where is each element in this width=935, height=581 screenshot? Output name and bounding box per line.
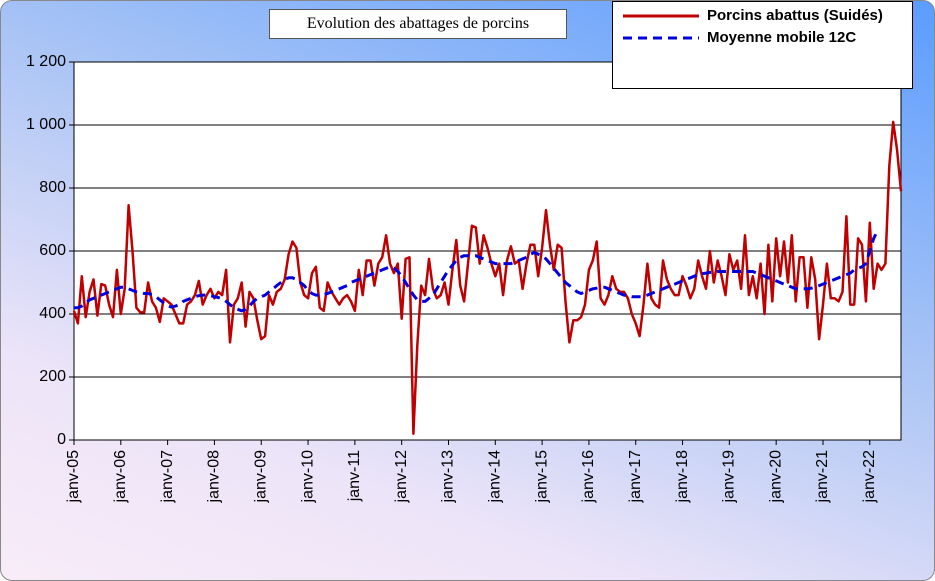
x-tick-label: janv-16 xyxy=(580,450,597,504)
x-tick-label: janv-07 xyxy=(159,450,176,504)
series-line xyxy=(74,229,879,313)
legend: Porcins abattus (Suidés) Moyenne mobile 1… xyxy=(612,1,913,89)
x-tick-label: janv-14 xyxy=(487,450,504,504)
x-tick-label: janv-21 xyxy=(814,450,831,504)
legend-swatch xyxy=(623,14,699,18)
x-tick-label: janv-15 xyxy=(533,450,550,504)
x-tick-label: janv-22 xyxy=(861,450,878,504)
legend-label: Porcins abattus (Suidés) xyxy=(707,7,883,24)
x-tick-label: janv-12 xyxy=(393,450,410,504)
y-tick-label: 0 xyxy=(57,431,66,448)
chart-title: Evolution des abattages de porcins xyxy=(269,9,567,39)
y-tick-label: 1 000 xyxy=(26,116,66,133)
x-tick-label: janv-05 xyxy=(65,450,82,504)
x-tick-label: janv-10 xyxy=(299,450,316,504)
y-tick-label: 400 xyxy=(39,305,66,322)
x-tick-label: janv-19 xyxy=(721,450,738,504)
legend-item: Moyenne mobile 12C xyxy=(621,30,912,46)
series-line xyxy=(72,120,903,435)
x-tick-label: janv-09 xyxy=(252,450,269,504)
y-tick-label: 600 xyxy=(39,242,66,259)
x-tick-label: janv-13 xyxy=(440,450,457,504)
x-tick-label: janv-08 xyxy=(206,450,223,504)
legend-label: Moyenne mobile 12C xyxy=(707,29,857,46)
legend-swatch xyxy=(623,36,699,40)
x-tick-label: janv-17 xyxy=(627,450,644,504)
y-tick-label: 1 200 xyxy=(26,53,66,70)
x-tick-label: janv-20 xyxy=(767,450,784,504)
y-tick-label: 800 xyxy=(39,179,66,196)
y-tick-label: 200 xyxy=(39,368,66,385)
x-tick-label: janv-18 xyxy=(674,450,691,504)
legend-item: Porcins abattus (Suidés) xyxy=(621,8,912,24)
x-tick-label: janv-06 xyxy=(112,450,129,504)
x-tick-label: janv-11 xyxy=(346,450,363,502)
